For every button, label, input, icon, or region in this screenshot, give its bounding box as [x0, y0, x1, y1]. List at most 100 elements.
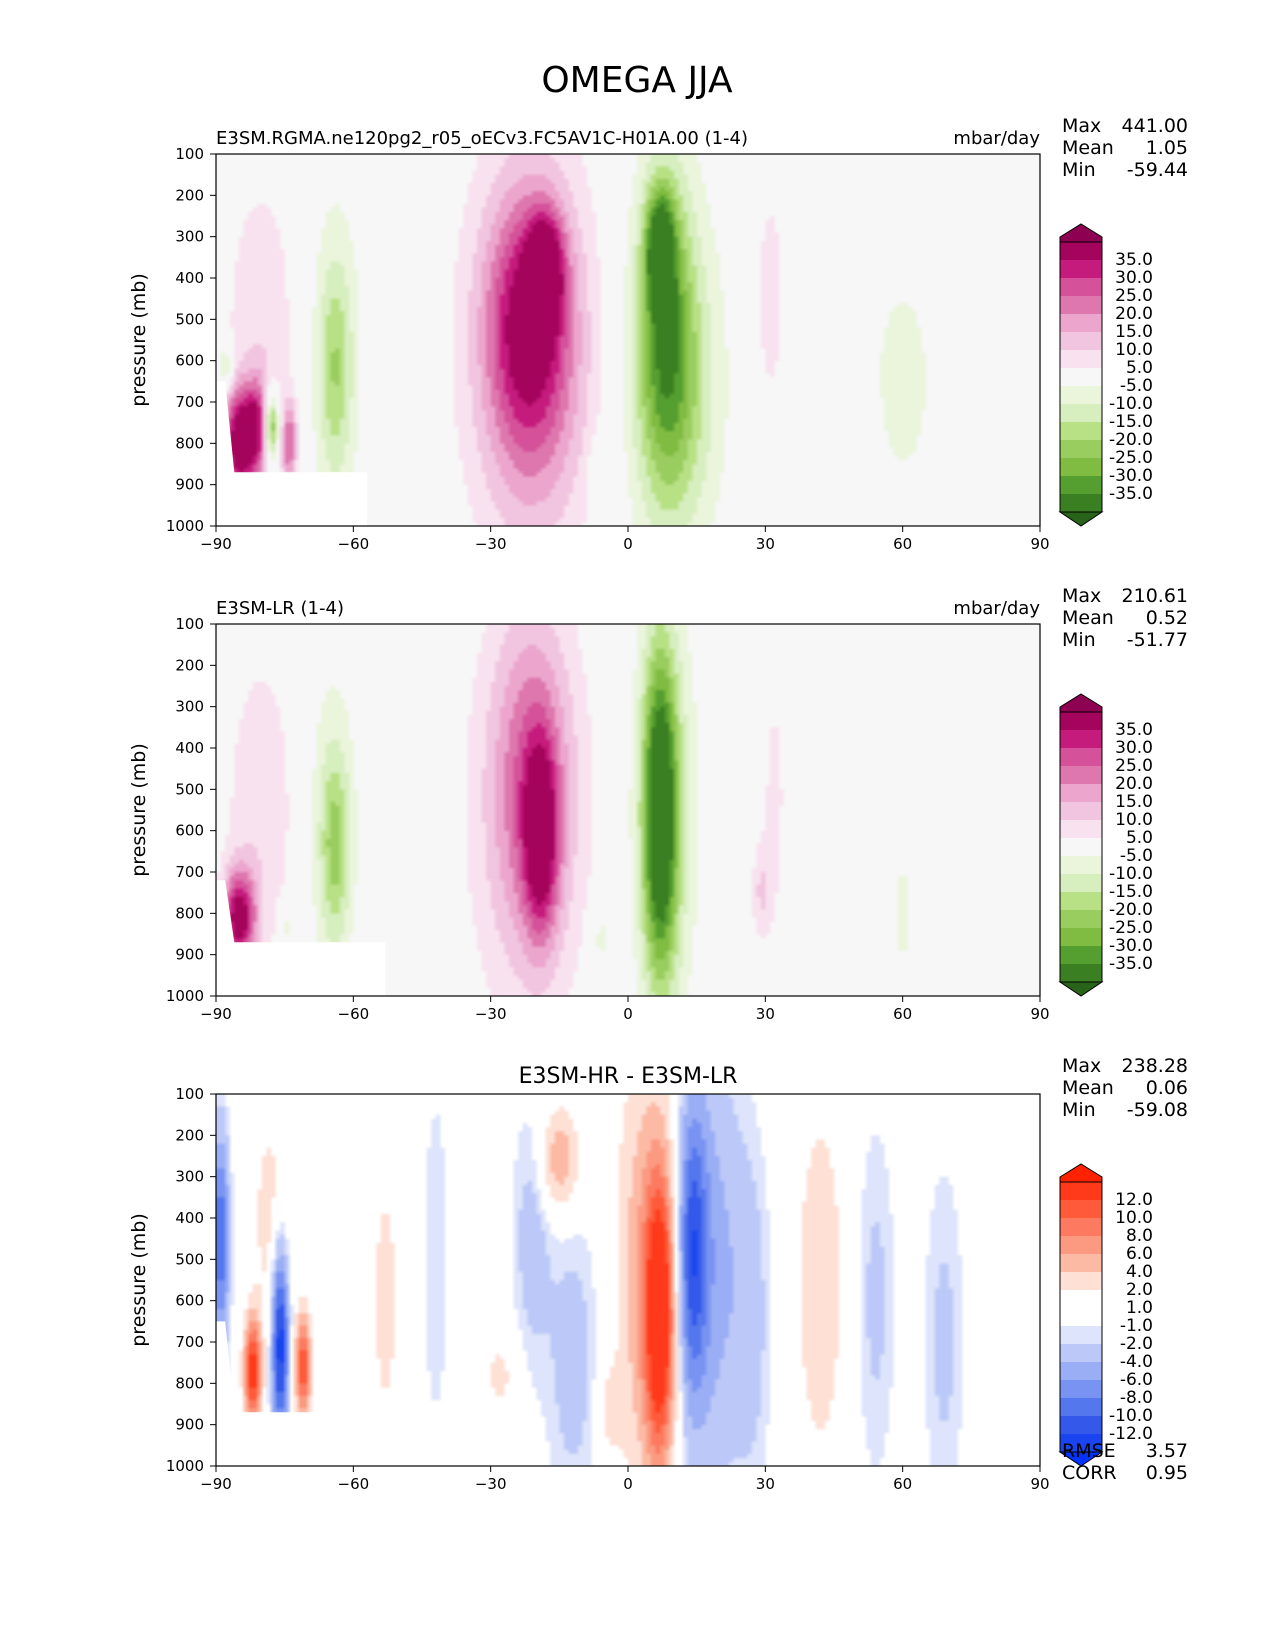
- colorbar-label: 35.0: [1115, 250, 1153, 270]
- colorbar-segment: [1060, 928, 1102, 947]
- colorbar-label: 1.0: [1126, 1298, 1153, 1318]
- stat-label: Min: [1062, 1099, 1096, 1121]
- y-tick-label: 500: [175, 780, 204, 798]
- x-tick-label: −30: [475, 1475, 507, 1493]
- x-tick-label: −60: [338, 1475, 370, 1493]
- y-tick-label: 200: [175, 186, 204, 204]
- y-tick-label: 800: [175, 1374, 204, 1392]
- colorbar-segment: [1060, 946, 1102, 965]
- colorbar-segment: [1060, 730, 1102, 749]
- colorbar-label: -10.0: [1109, 864, 1153, 884]
- colorbar-frame: [1059, 711, 1103, 983]
- figure-title: OMEGA JJA: [541, 60, 733, 101]
- y-tick-label: 600: [175, 352, 204, 370]
- colorbar-label: -4.0: [1120, 1352, 1153, 1372]
- x-tick-label: 90: [1030, 535, 1049, 553]
- colorbar-frame: [1059, 241, 1103, 513]
- x-tick-label: −90: [200, 1005, 232, 1023]
- y-tick-label: 1000: [166, 517, 204, 535]
- colorbar-label: 4.0: [1126, 1262, 1153, 1282]
- y-tick-label: 400: [175, 269, 204, 287]
- colorbar-label: 30.0: [1115, 738, 1153, 758]
- contour-field: [216, 624, 1040, 996]
- x-tick-label: 30: [756, 1475, 775, 1493]
- x-tick-label: 90: [1030, 1475, 1049, 1493]
- stat-label: Mean: [1062, 137, 1114, 159]
- colorbar-label: -8.0: [1120, 1388, 1153, 1408]
- colorbar-label: 10.0: [1115, 340, 1153, 360]
- y-tick-label: 300: [175, 228, 204, 246]
- contour-field: [216, 1094, 1040, 1466]
- x-tick-label: −90: [200, 535, 232, 553]
- colorbar-label: -25.0: [1109, 448, 1153, 468]
- y-tick-label: 100: [175, 615, 204, 633]
- topography-mask: [216, 381, 368, 526]
- x-tick-label: −90: [200, 1475, 232, 1493]
- colorbar-label: -1.0: [1120, 1316, 1153, 1336]
- y-axis-label: pressure (mb): [128, 743, 150, 877]
- x-tick-label: 30: [756, 1005, 775, 1023]
- y-tick-label: 700: [175, 863, 204, 881]
- colorbar-label: -30.0: [1109, 466, 1153, 486]
- colorbar: 35.030.025.020.015.010.05.0-5.0-10.0-15.…: [1058, 693, 1153, 997]
- stat-value: 0.52: [1146, 607, 1188, 629]
- colorbar-segment: [1060, 1200, 1102, 1219]
- y-tick-label: 700: [175, 393, 204, 411]
- colorbar-segment: [1060, 386, 1102, 405]
- colorbar-label: 12.0: [1115, 1190, 1153, 1210]
- colorbar-label: -5.0: [1120, 376, 1153, 396]
- colorbar-label: -35.0: [1109, 954, 1153, 974]
- y-tick-label: 700: [175, 1333, 204, 1351]
- colorbar-frame: [1059, 1181, 1103, 1453]
- stat-label: Max: [1062, 585, 1101, 607]
- colorbar-segment: [1060, 314, 1102, 333]
- contour-field: [216, 154, 1040, 526]
- colorbar-label: 8.0: [1126, 1226, 1153, 1246]
- colorbar-label: 25.0: [1115, 756, 1153, 776]
- y-tick-label: 900: [175, 476, 204, 494]
- colorbar-label: 6.0: [1126, 1244, 1153, 1264]
- topography-mask: [216, 1321, 386, 1466]
- y-tick-label: 400: [175, 739, 204, 757]
- colorbar-label: -15.0: [1109, 412, 1153, 432]
- colorbar: 35.030.025.020.015.010.05.0-5.0-10.0-15.…: [1058, 223, 1153, 527]
- stat-value: 238.28: [1122, 1055, 1188, 1077]
- colorbar-segment: [1060, 1218, 1102, 1237]
- x-tick-label: 60: [893, 535, 912, 553]
- stat-label: Max: [1062, 115, 1101, 137]
- stat-value: -59.08: [1127, 1099, 1188, 1121]
- y-tick-label: 600: [175, 1292, 204, 1310]
- colorbar-segment: [1060, 1434, 1102, 1453]
- panel-units: mbar/day: [953, 128, 1040, 149]
- stat-label: Min: [1062, 159, 1096, 181]
- colorbar-segment: [1060, 242, 1102, 261]
- colorbar-segment: [1060, 856, 1102, 875]
- colorbar-extend-triangle: [1058, 981, 1104, 997]
- stat-value: 210.61: [1122, 585, 1188, 607]
- y-tick-label: 300: [175, 698, 204, 716]
- metric-label: RMSE: [1062, 1440, 1116, 1462]
- y-tick-label: 100: [175, 145, 204, 163]
- colorbar-segment: [1060, 766, 1102, 785]
- colorbar-segment: [1060, 1290, 1102, 1309]
- colorbar: 12.010.08.06.04.02.01.0-1.0-2.0-4.0-6.0-…: [1058, 1163, 1153, 1467]
- panel-title: E3SM-HR - E3SM-LR: [519, 1064, 738, 1089]
- colorbar-segment: [1060, 368, 1102, 387]
- y-axis-label: pressure (mb): [128, 273, 150, 407]
- stat-value: 441.00: [1122, 115, 1188, 137]
- colorbar-label: -15.0: [1109, 882, 1153, 902]
- colorbar-label: -10.0: [1109, 1406, 1153, 1426]
- y-tick-label: 1000: [166, 987, 204, 1005]
- metric-label: CORR: [1062, 1462, 1117, 1484]
- x-tick-label: 90: [1030, 1005, 1049, 1023]
- metric-value: 3.57: [1146, 1440, 1188, 1462]
- x-tick-label: 0: [623, 535, 633, 553]
- y-tick-label: 300: [175, 1168, 204, 1186]
- colorbar-segment: [1060, 278, 1102, 297]
- stat-label: Mean: [1062, 1077, 1114, 1099]
- stat-value: 0.06: [1146, 1077, 1188, 1099]
- y-tick-label: 900: [175, 946, 204, 964]
- colorbar-segment: [1060, 1380, 1102, 1399]
